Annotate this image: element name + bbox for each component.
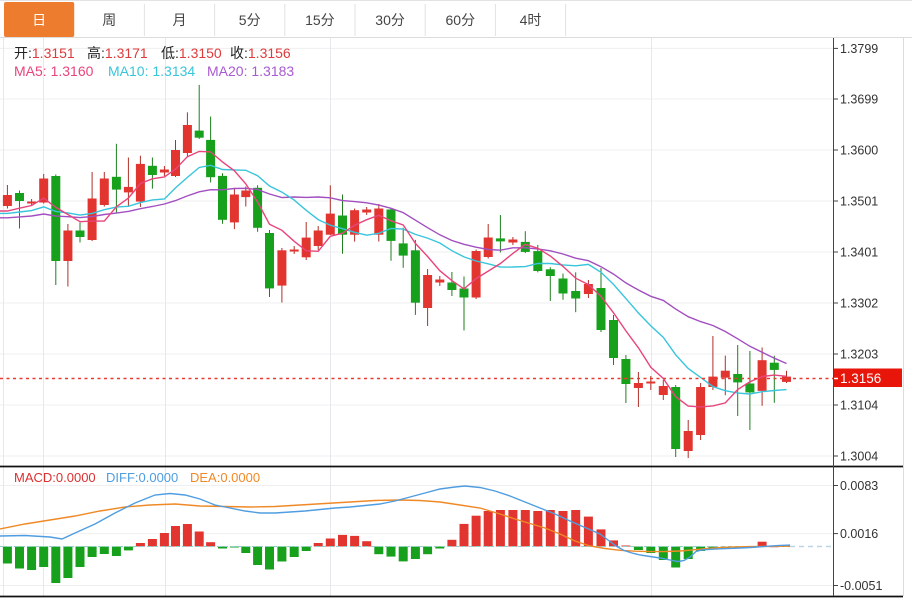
svg-text:15分: 15分 <box>305 12 335 28</box>
svg-text:1.3203: 1.3203 <box>840 348 878 362</box>
svg-text:1.3302: 1.3302 <box>840 297 878 311</box>
svg-text:1.3156: 1.3156 <box>840 371 881 386</box>
svg-text:0.0083: 0.0083 <box>840 479 878 493</box>
svg-text:1.3401: 1.3401 <box>840 246 878 260</box>
svg-text:1.3004: 1.3004 <box>840 450 878 464</box>
svg-text:-0.0051: -0.0051 <box>840 579 882 593</box>
svg-text:60分: 60分 <box>446 12 476 28</box>
svg-text:DEA:0.0000: DEA:0.0000 <box>190 470 260 485</box>
svg-text:周: 周 <box>102 12 116 28</box>
svg-text:1.3699: 1.3699 <box>840 93 878 107</box>
svg-text:0.0016: 0.0016 <box>840 527 878 541</box>
svg-text:月: 月 <box>173 12 187 28</box>
svg-text:日: 日 <box>32 12 46 28</box>
svg-text:1.3501: 1.3501 <box>840 195 878 209</box>
svg-text:1.3104: 1.3104 <box>840 399 878 413</box>
svg-text:5分: 5分 <box>239 12 261 28</box>
svg-text:1.3600: 1.3600 <box>840 144 878 158</box>
svg-text:30分: 30分 <box>375 12 405 28</box>
svg-text:1.3799: 1.3799 <box>840 42 878 56</box>
svg-text:MACD:0.0000: MACD:0.0000 <box>14 470 96 485</box>
svg-text:DIFF:0.0000: DIFF:0.0000 <box>106 470 178 485</box>
svg-text:4时: 4时 <box>520 12 542 28</box>
